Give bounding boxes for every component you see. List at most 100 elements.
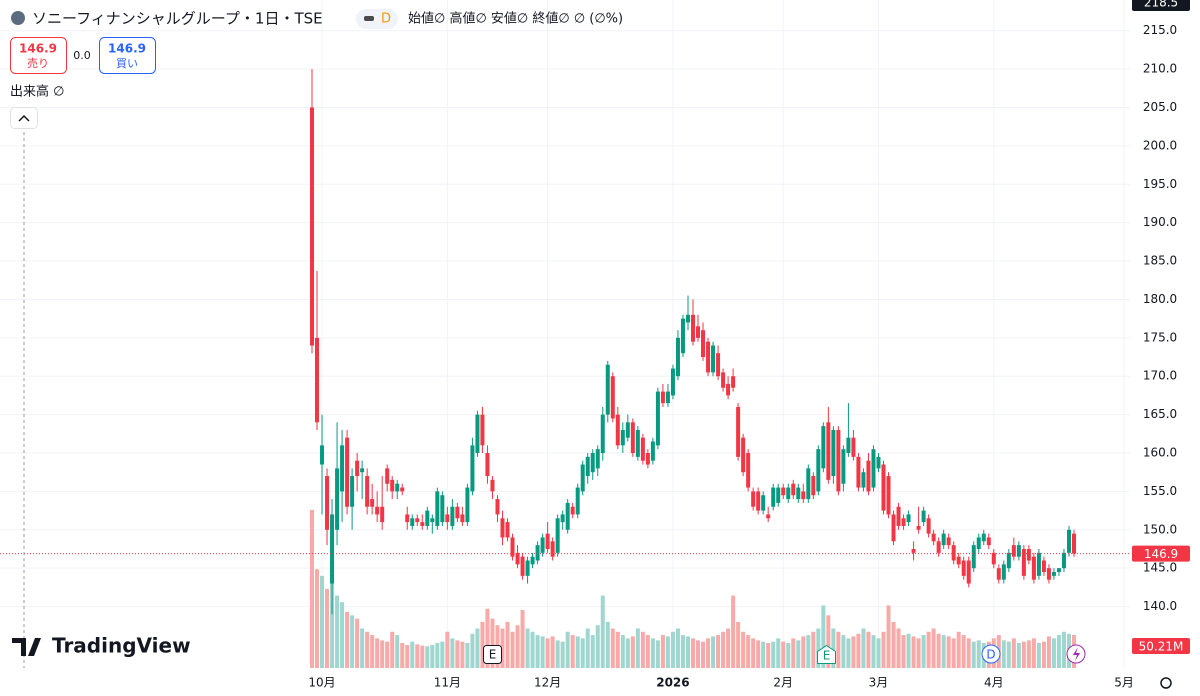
candle-body [971, 545, 976, 569]
volume-bar [1041, 641, 1046, 668]
volume-bar [806, 635, 811, 668]
candle-body [756, 491, 761, 511]
volume-bar [565, 631, 570, 668]
candle-body [335, 468, 340, 530]
buy-label: 買い [116, 57, 138, 70]
interval-pill[interactable] [356, 9, 398, 29]
crosshair-badge [1132, 0, 1190, 11]
volume-bar [645, 635, 650, 668]
last-price-badge [1132, 545, 1190, 562]
candle-body [640, 437, 645, 461]
volume-bar [415, 644, 420, 668]
volume-bar [956, 631, 961, 668]
volume-bar [340, 602, 345, 668]
candle-body [906, 514, 911, 523]
volume-bar [911, 636, 916, 668]
volume-bar [926, 631, 931, 668]
candle-body [1006, 552, 1011, 569]
event-marker[interactable] [483, 645, 502, 664]
event-label: E [489, 648, 497, 662]
collapse-button[interactable] [10, 107, 38, 129]
candle-body [435, 491, 440, 526]
volume-bar [1031, 638, 1036, 668]
candle-body [530, 556, 535, 565]
candle-body [495, 499, 500, 515]
volume-bar [670, 631, 675, 668]
candle-body [701, 330, 706, 358]
candle-body [570, 506, 575, 515]
volume-bar [400, 642, 405, 668]
volume-label: 50.21M [1139, 640, 1184, 654]
volume-bar [635, 628, 640, 668]
settings-icon[interactable] [1160, 677, 1172, 689]
volume-bar [756, 640, 761, 668]
candle-body [665, 391, 670, 404]
buy-button[interactable] [99, 37, 156, 74]
candle-body [801, 491, 806, 500]
candle-body [716, 353, 721, 377]
volume-bar [836, 631, 841, 668]
candle-body [751, 491, 756, 507]
volume-bar [711, 636, 716, 668]
candle-body [856, 456, 861, 488]
candle-body [776, 487, 781, 503]
candle-body [896, 506, 901, 526]
volume-bar [570, 635, 575, 668]
candle-body [996, 568, 1001, 580]
volume-bar [440, 641, 445, 668]
candle-body [585, 456, 590, 477]
volume-bar [816, 628, 821, 668]
candle-body [1056, 568, 1061, 573]
x-tick-label: 5月 [1114, 676, 1134, 690]
candle-body [410, 518, 415, 526]
y-tick-label: 145.0 [1143, 561, 1177, 575]
candle-body [691, 314, 695, 342]
volume-bar [680, 635, 685, 668]
sell-button[interactable] [10, 37, 67, 74]
candle-body [891, 514, 896, 542]
candle-body [746, 453, 751, 488]
volume-badge [1132, 638, 1190, 654]
candle-body [625, 422, 630, 438]
candle-body [991, 552, 996, 565]
volume-pane [310, 510, 1076, 668]
event-marker[interactable] [817, 644, 836, 664]
candle-body [610, 376, 615, 419]
volume-bar [615, 631, 620, 668]
volume-bar [435, 642, 440, 668]
volume-bar [696, 640, 701, 668]
candle-body [911, 548, 916, 553]
volume-bar [560, 641, 565, 668]
candle-body [355, 460, 360, 477]
candle-body [736, 406, 741, 457]
volume-bar [500, 628, 505, 668]
event-marker[interactable] [981, 644, 1001, 664]
candle-body [455, 506, 460, 519]
volume-bar [685, 636, 690, 668]
volume-bar [450, 638, 455, 668]
candle-body [525, 560, 530, 576]
candle-body [781, 487, 786, 496]
candle-body [1041, 560, 1046, 573]
candle-body [821, 426, 826, 469]
candle-body [490, 479, 495, 492]
candle-body [936, 541, 941, 553]
collapse-icon [18, 114, 30, 122]
candles [310, 69, 1076, 615]
volume-bar [350, 615, 355, 668]
volume-legend: 出来高 ∅ [10, 84, 64, 100]
volume-bar [390, 631, 395, 668]
volume-bar [510, 631, 515, 668]
volume-bar [395, 635, 400, 668]
candle-body [535, 545, 540, 561]
volume-bar [470, 633, 475, 668]
volume-bar [620, 635, 625, 668]
volume-bar [931, 628, 936, 668]
volume-bar [655, 640, 660, 668]
volume-bar [465, 642, 470, 668]
volume-bar [1016, 642, 1021, 668]
candle-body [675, 337, 680, 377]
candle-body [886, 476, 891, 515]
candle-body [1036, 552, 1041, 576]
